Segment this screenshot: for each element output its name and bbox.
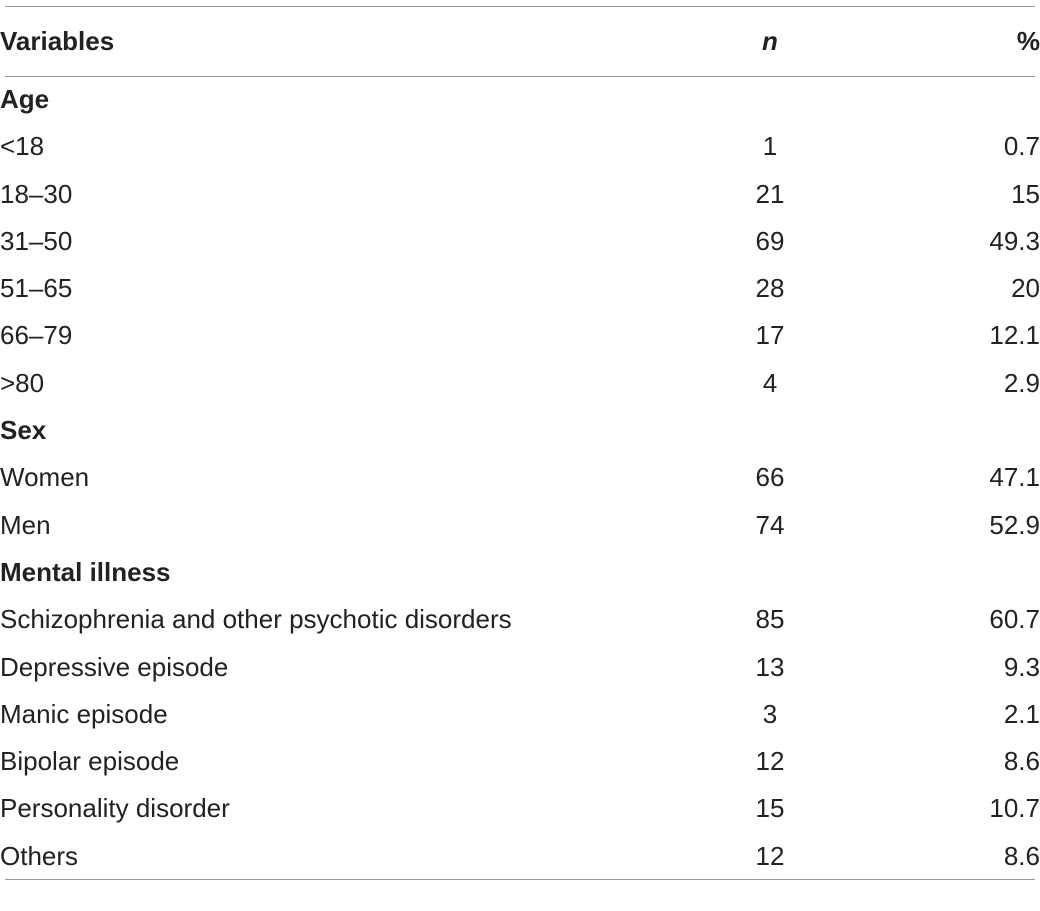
table-row: 51–65 28 20 — [0, 265, 1040, 312]
row-n: 85 — [755, 604, 785, 635]
row-label: >80 — [0, 367, 45, 398]
row-n: 66 — [755, 462, 785, 493]
row-label: Schizophrenia and other psychotic disord… — [0, 604, 512, 635]
table-row: >80 4 2.9 — [0, 360, 1040, 407]
row-n: 12 — [755, 840, 785, 871]
row-label: Men — [0, 509, 51, 540]
section-title: Age — [0, 84, 50, 114]
table-row: 31–50 69 49.3 — [0, 218, 1040, 265]
row-n: 4 — [762, 367, 778, 398]
row-percent: 2.9 — [1003, 367, 1040, 398]
row-percent: 8.6 — [1003, 746, 1040, 777]
row-label: 66–79 — [0, 320, 73, 351]
row-n: 74 — [755, 509, 785, 540]
data-table: Variables n % Age <18 1 0.7 18–30 21 15 … — [0, 0, 1040, 880]
table-row: Bipolar episode 12 8.6 — [0, 738, 1040, 785]
table-row: 18–30 21 15 — [0, 171, 1040, 218]
table-row: 66–79 17 12.1 — [0, 312, 1040, 359]
row-label: Depressive episode — [0, 651, 229, 682]
column-header-variables: Variables — [0, 26, 115, 56]
row-label: Personality disorder — [0, 793, 230, 824]
row-n: 28 — [755, 273, 785, 304]
row-percent: 2.1 — [1003, 698, 1040, 729]
row-n: 12 — [755, 746, 785, 777]
row-percent: 9.3 — [1003, 651, 1040, 682]
row-n: 21 — [755, 178, 785, 209]
row-percent: 10.7 — [989, 793, 1040, 824]
table-row: Personality disorder 15 10.7 — [0, 785, 1040, 832]
table-top-rule — [5, 6, 1035, 7]
section-title: Sex — [0, 415, 47, 446]
row-percent: 15 — [1011, 178, 1040, 209]
table-bottom-rule — [5, 879, 1035, 880]
table-row: Manic episode 3 2.1 — [0, 691, 1040, 738]
column-header-percent: % — [1016, 26, 1040, 56]
row-percent: 47.1 — [989, 462, 1040, 493]
row-label: Manic episode — [0, 698, 168, 729]
section-row-sex: Sex — [0, 407, 1040, 454]
row-percent: 52.9 — [989, 509, 1040, 540]
table-row: Schizophrenia and other psychotic disord… — [0, 596, 1040, 643]
row-percent: 0.7 — [1003, 131, 1040, 162]
section-row-age: Age — [0, 76, 1040, 123]
section-title: Mental illness — [0, 556, 171, 587]
section-row-mental-illness: Mental illness — [0, 549, 1040, 596]
table-row: Others 12 8.6 — [0, 833, 1040, 880]
row-percent: 20 — [1011, 273, 1040, 304]
row-label: Others — [0, 840, 79, 871]
row-percent: 49.3 — [989, 225, 1040, 256]
row-n: 69 — [755, 225, 785, 256]
table-row: Men 74 52.9 — [0, 502, 1040, 549]
column-header-n: n — [762, 26, 778, 56]
row-n: 1 — [762, 131, 778, 162]
header-row: Variables n % — [0, 0, 1040, 76]
row-label: 18–30 — [0, 178, 73, 209]
row-n: 17 — [755, 320, 785, 351]
row-label: 31–50 — [0, 225, 73, 256]
row-label: Women — [0, 462, 90, 493]
row-n: 3 — [762, 698, 778, 729]
row-label: Bipolar episode — [0, 746, 180, 777]
table-row: <18 1 0.7 — [0, 123, 1040, 170]
row-percent: 60.7 — [989, 604, 1040, 635]
row-n: 15 — [755, 793, 785, 824]
row-label: <18 — [0, 131, 45, 162]
row-percent: 8.6 — [1003, 840, 1040, 871]
row-n: 13 — [755, 651, 785, 682]
row-percent: 12.1 — [989, 320, 1040, 351]
table-row: Depressive episode 13 9.3 — [0, 644, 1040, 691]
header-bottom-rule — [5, 76, 1035, 77]
row-label: 51–65 — [0, 273, 73, 304]
table-row: Women 66 47.1 — [0, 454, 1040, 501]
